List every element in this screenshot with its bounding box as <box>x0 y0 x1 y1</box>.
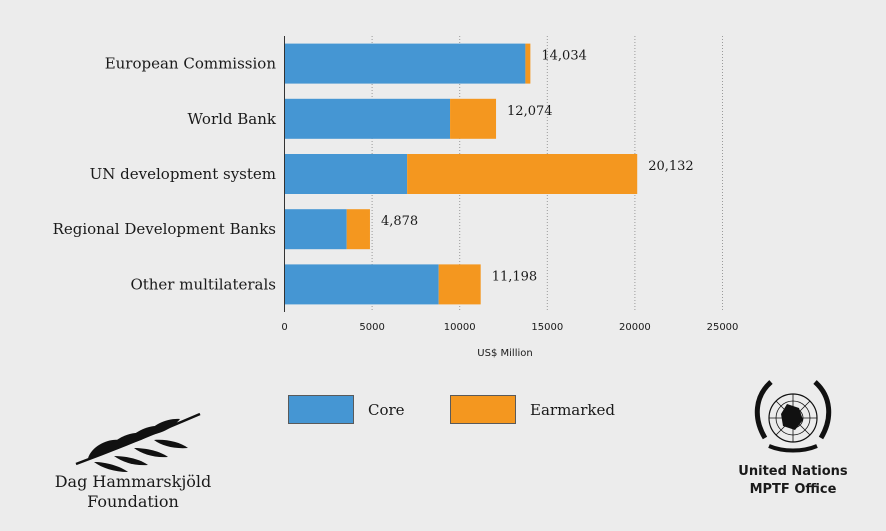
category-label: World Bank <box>188 110 277 128</box>
bar-core <box>284 43 526 84</box>
bar-core <box>284 264 439 305</box>
bars <box>284 43 638 305</box>
bar-core <box>284 209 347 250</box>
total-value-label: 4,878 <box>381 214 418 229</box>
foundation-name-line1: Dag Hammarskjöld <box>54 472 212 491</box>
x-tick-label: 0 <box>281 322 287 333</box>
labels: European Commission 14,034 World Bank 12,07… <box>53 49 694 294</box>
legend-item-earmarked: Earmarked <box>450 395 615 424</box>
category-label: Other multilaterals <box>130 275 276 293</box>
bar-core <box>284 98 451 139</box>
bar-earmarked <box>525 43 531 84</box>
category-label: European Commission <box>105 55 277 73</box>
bar-earmarked <box>346 209 370 250</box>
x-tick-label: 15000 <box>531 322 563 333</box>
bar-earmarked <box>407 154 638 194</box>
total-value-label: 12,074 <box>507 104 553 119</box>
foundation-name-line2: Foundation <box>87 492 179 511</box>
bar-earmarked <box>438 264 481 305</box>
mptf-name-line2: MPTF Office <box>749 482 837 497</box>
x-axis-ticks: 0 5000 10000 15000 20000 25000 <box>281 322 738 333</box>
category-label: Regional Development Banks <box>53 220 276 238</box>
x-tick-label: 20000 <box>619 322 651 333</box>
foundation-name: Dag Hammarskjöld Foundation <box>48 472 218 512</box>
bar-earmarked <box>450 98 497 139</box>
stacked-bar-chart: European Commission 14,034 World Bank 12,07… <box>53 36 738 359</box>
x-tick-label: 25000 <box>707 322 739 333</box>
olive-branch-icon <box>75 412 201 472</box>
total-value-label: 20,132 <box>648 159 694 174</box>
un-emblem-icon <box>754 380 832 453</box>
legend-swatch-core <box>288 395 354 424</box>
legend-label-core: Core <box>368 400 405 419</box>
legend-swatch-earmarked <box>450 395 516 424</box>
mptf-name-line1: United Nations <box>738 464 848 479</box>
total-value-label: 14,034 <box>541 49 587 64</box>
legend-label-earmarked: Earmarked <box>530 400 615 419</box>
mptf-name: United Nations MPTF Office <box>728 463 858 499</box>
x-tick-label: 10000 <box>444 322 476 333</box>
x-axis-title: US$ Million <box>477 348 532 359</box>
x-tick-label: 5000 <box>359 322 384 333</box>
category-label: UN development system <box>90 165 276 183</box>
legend-item-core: Core <box>288 395 405 424</box>
total-value-label: 11,198 <box>492 269 538 284</box>
bar-core <box>284 154 408 194</box>
